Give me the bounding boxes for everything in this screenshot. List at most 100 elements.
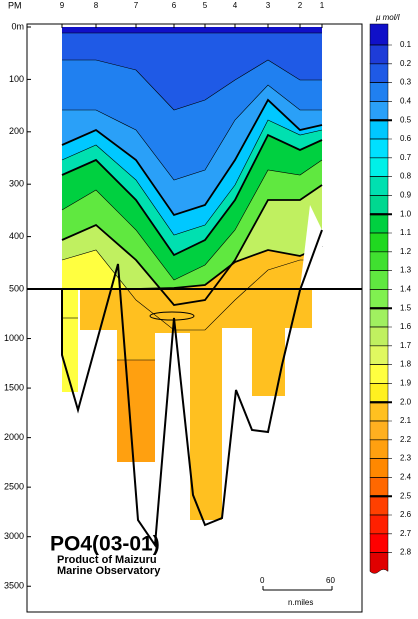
colorbar-band (369, 439, 389, 459)
colorbar-band (369, 138, 389, 159)
colorbar-band (369, 495, 389, 516)
station-label: 1 (320, 1, 325, 10)
y-tick-label: 300 (9, 179, 24, 189)
colorbar-label: 1.2 (400, 247, 412, 256)
colorbar-label: 1.4 (400, 285, 412, 294)
station-label: 2 (298, 1, 303, 10)
contour-line (61, 133, 323, 257)
scale-tick: 0 (260, 576, 265, 585)
colorbar-label: 1.3 (400, 266, 412, 275)
colorbar-band (369, 213, 389, 234)
y-tick-label: 2000 (4, 432, 24, 442)
y-tick-label: 500 (9, 283, 24, 293)
colorbar-band (369, 401, 389, 422)
colorbar-label: 1.5 (400, 303, 412, 312)
colorbar-band (369, 307, 389, 328)
colorbar-label: 2.8 (400, 548, 412, 557)
contour-band (62, 289, 78, 392)
colorbar-band (369, 119, 389, 140)
colorbar-label: 0.8 (400, 172, 412, 181)
colorbar-label: 1.7 (400, 341, 412, 350)
chart-title: PO4(03-01) (50, 533, 160, 556)
contour-line (61, 98, 323, 217)
colorbar-label: 0.5 (400, 115, 412, 124)
station-label: 3 (266, 1, 271, 10)
colorbar-label: 2.2 (400, 435, 412, 444)
contour-band (62, 246, 322, 289)
station-label: 9 (60, 1, 65, 10)
contour-band (117, 360, 155, 462)
contour-line (62, 59, 322, 111)
colorbar-label: 1.8 (400, 360, 412, 369)
colorbar-band (369, 23, 389, 46)
colorbar-band (369, 44, 389, 65)
contour-loop (149, 311, 195, 321)
colorbar-band (369, 82, 389, 102)
colorbar-band (369, 157, 389, 177)
colorbar-band (369, 63, 389, 83)
x-label: PM (8, 0, 22, 10)
colorbar-band (369, 552, 389, 574)
colorbar-band (369, 345, 389, 365)
colorbar-label: 0.9 (400, 191, 412, 200)
colorbar-label: 1.1 (400, 228, 412, 237)
bottom-mask (300, 205, 322, 289)
contour-band (80, 289, 312, 520)
colorbar-label: 0.6 (400, 134, 412, 143)
y-tick-label: 1000 (4, 333, 24, 343)
colorbar-band (369, 383, 389, 403)
contour-fills (62, 27, 322, 520)
colorbar-label: 0.4 (400, 97, 412, 106)
station-label: 5 (203, 1, 208, 10)
y-tick-label: 400 (9, 231, 24, 241)
colorbar-label: 0.3 (400, 78, 412, 87)
colorbar-band (369, 270, 389, 290)
colorbar-label: 2.5 (400, 491, 412, 500)
station-label: 4 (233, 1, 238, 10)
colorbar-band (369, 232, 389, 253)
station-label: 8 (94, 1, 99, 10)
y-tick-label: 100 (9, 74, 24, 84)
y-tick-label: 200 (9, 126, 24, 136)
colorbar-label: 1.6 (400, 322, 412, 331)
subtitle: Marine Observatory (57, 565, 161, 577)
contour-line (61, 184, 323, 306)
y-tick-label: 1500 (4, 382, 24, 392)
contour-line (61, 249, 322, 331)
unit-label: μ mol/l (375, 13, 400, 22)
colorbar-label: 0.1 (400, 40, 412, 49)
scale-label: n.miles (288, 598, 313, 607)
contour-line (61, 119, 323, 236)
y-tick-label: 3000 (4, 531, 24, 541)
colorbar-band (369, 458, 389, 478)
contour-line (61, 159, 323, 281)
y-tick-label: 0m (11, 21, 24, 31)
colorbar-band (369, 420, 389, 441)
colorbar-label: 0.2 (400, 59, 412, 68)
colorbar-label: 1.9 (400, 379, 412, 388)
subtitle: Product of Maizuru (57, 554, 157, 566)
colorbar-band (369, 251, 389, 271)
colorbar-label: 2.7 (400, 529, 412, 538)
colorbar-label: 2.3 (400, 454, 412, 463)
station-label: 7 (134, 1, 139, 10)
station-label: 6 (172, 1, 177, 10)
colorbar-label: 0.7 (400, 153, 412, 162)
plot-frame (26, 23, 363, 613)
colorbar-band (369, 533, 389, 553)
scale-tick: 60 (326, 576, 335, 585)
y-tick-label: 2500 (4, 482, 24, 492)
contour-line (62, 84, 322, 181)
colorbar-band (369, 326, 389, 347)
y-tick-label: 3500 (4, 581, 24, 591)
colorbar-band (369, 195, 389, 215)
colorbar-label: 2.0 (400, 397, 412, 406)
colorbar-label: 2.1 (400, 416, 412, 425)
colorbar-label: 2.6 (400, 510, 412, 519)
colorbar-label: 1.0 (400, 209, 412, 218)
colorbar-band (369, 101, 389, 121)
colorbar-band (369, 477, 389, 497)
colorbar-band (369, 289, 389, 309)
sea-floor (61, 229, 323, 548)
colorbar-band (369, 514, 389, 535)
